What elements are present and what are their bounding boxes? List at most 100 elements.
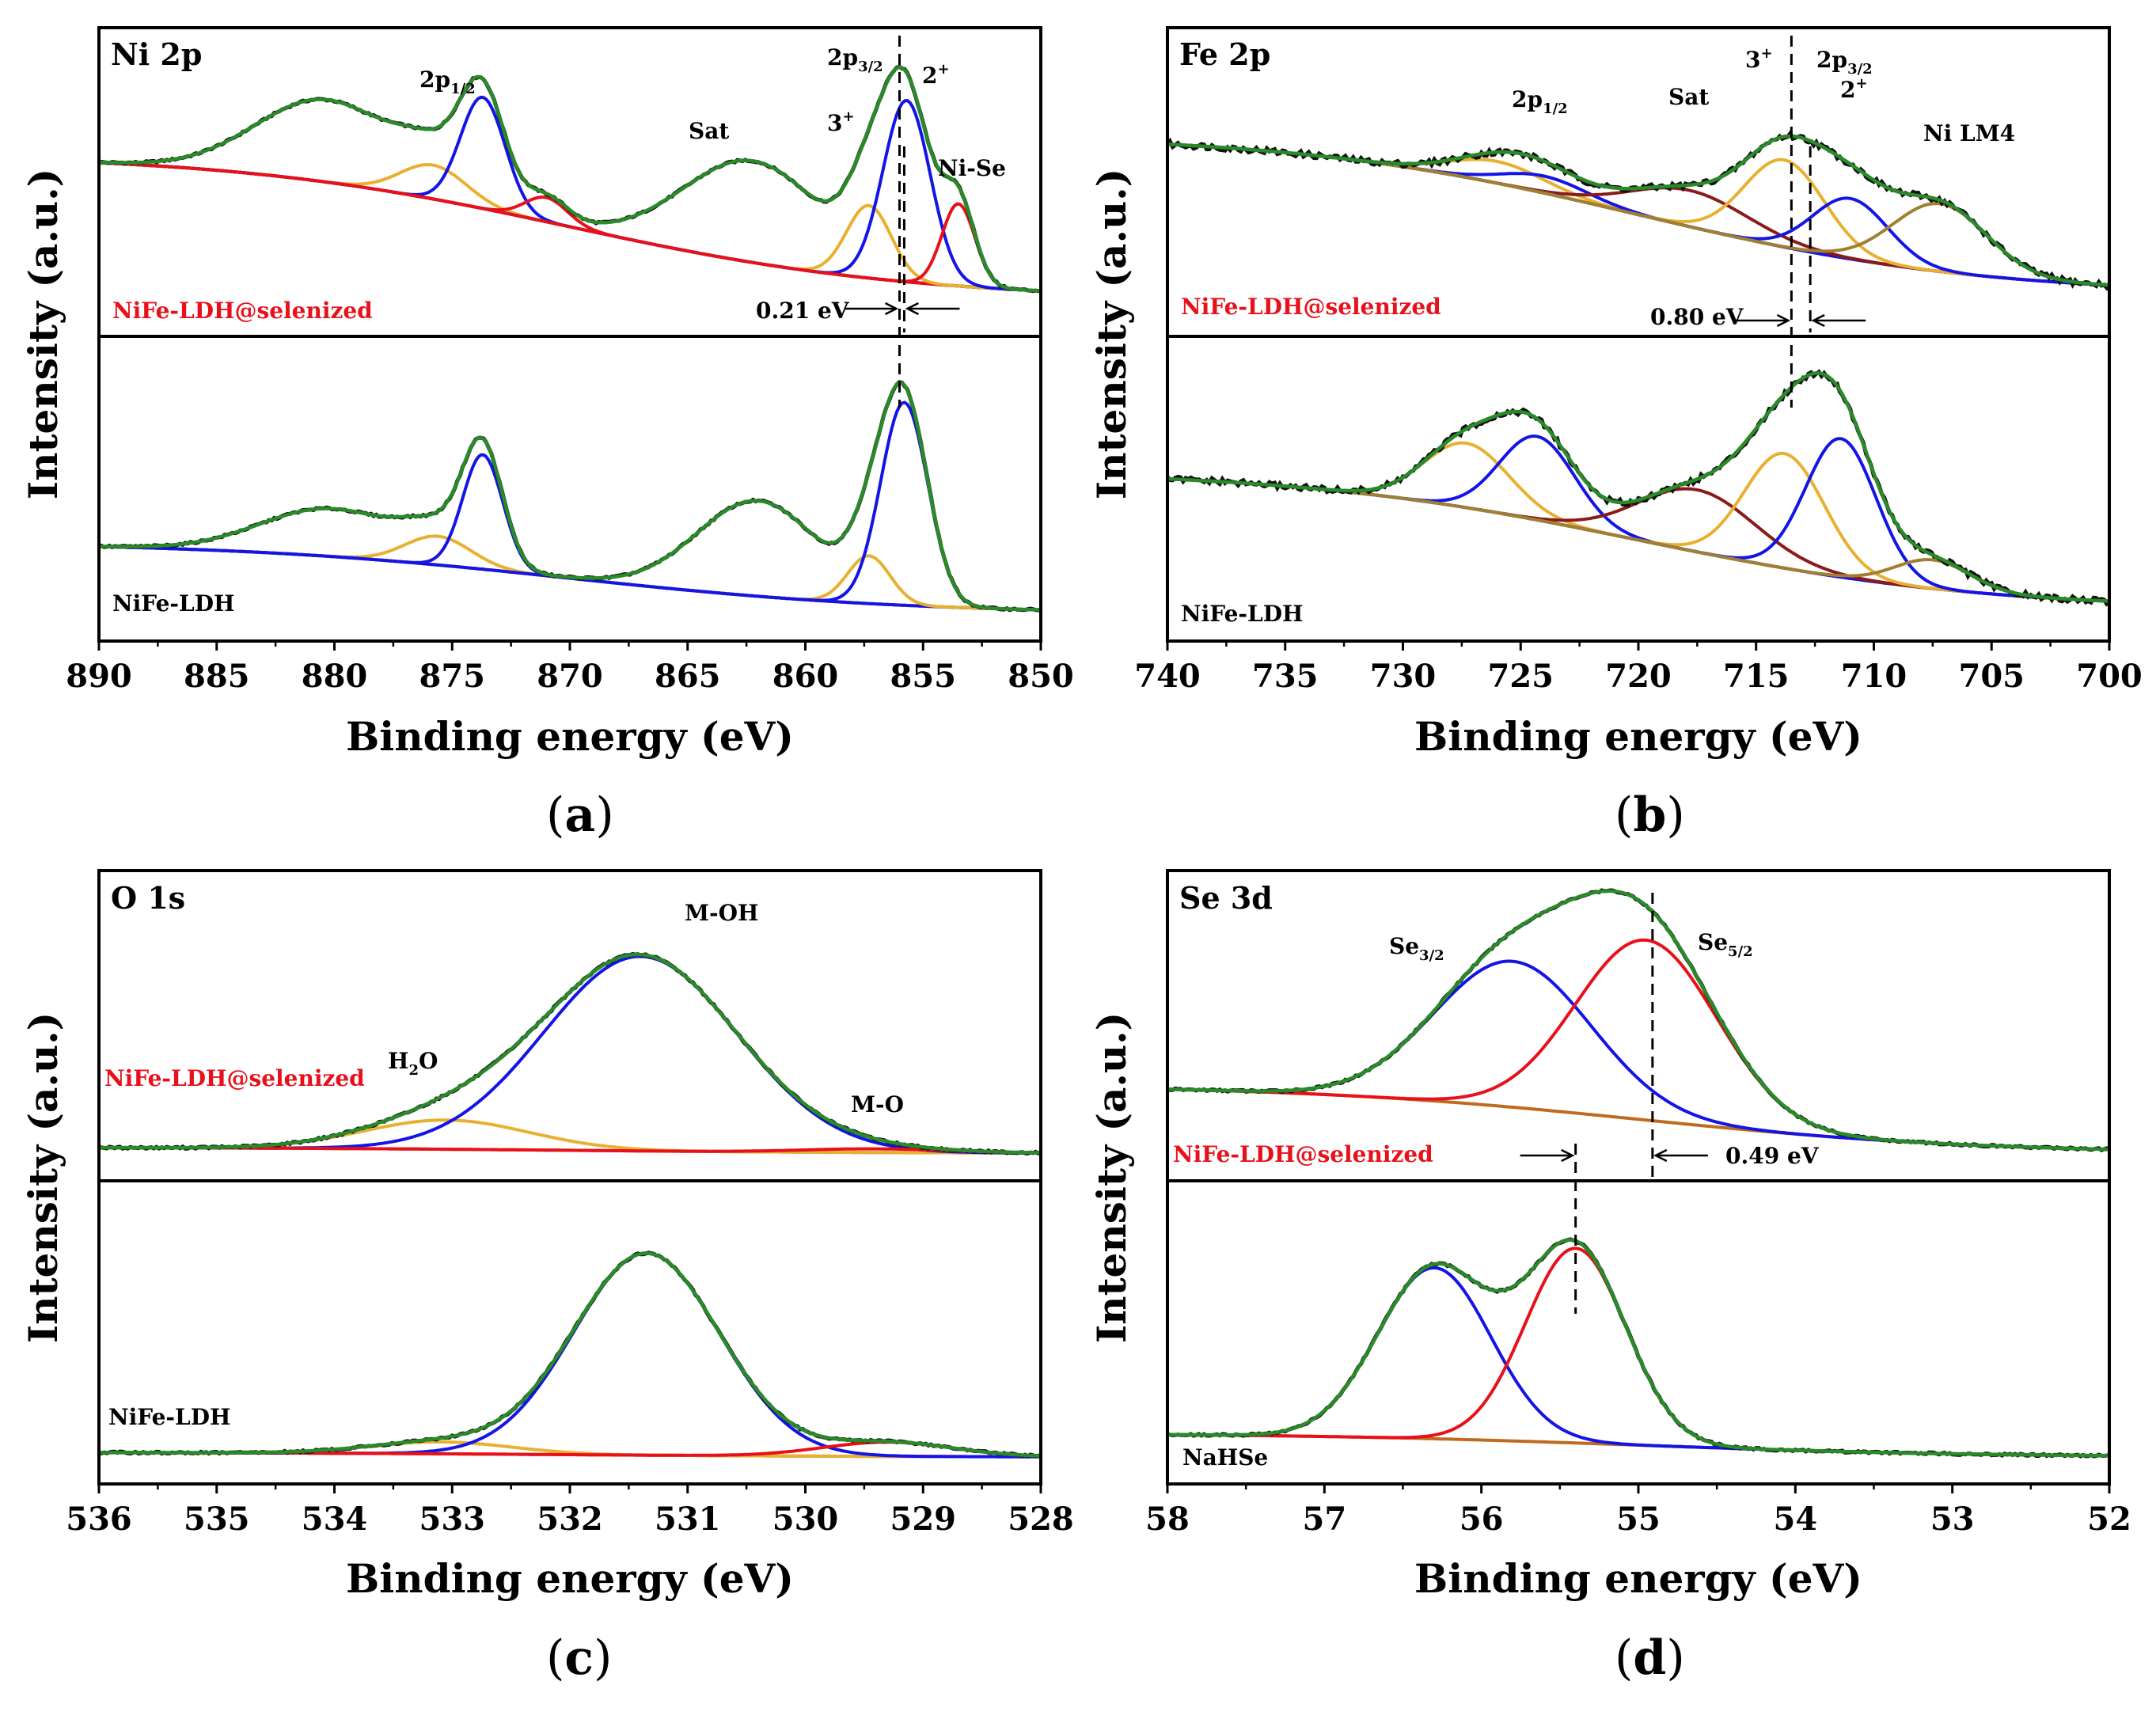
caption-d-letter: d xyxy=(1633,1630,1666,1686)
x-tick-label: 865 xyxy=(655,658,721,695)
caption-b-letter: b xyxy=(1633,787,1666,843)
label-o-mo: M-O xyxy=(851,1091,904,1118)
label-ni-2p12: 2p1/2 xyxy=(419,66,476,97)
shift-arrow-left xyxy=(1520,1148,1575,1163)
plot-b-curves xyxy=(1165,130,2112,607)
label-ni-sat: Sat xyxy=(689,118,729,144)
x-tick-label: 58 xyxy=(1145,1501,1190,1538)
label-ni-2plus: 2+ xyxy=(922,61,950,89)
shift-arrow-right xyxy=(905,302,960,316)
x-tick-label: 850 xyxy=(1008,658,1074,695)
x-tick-label: 880 xyxy=(302,658,368,695)
panel-d-shift-label: 0.49 eV xyxy=(1725,1143,1820,1169)
label-ni-se: Ni-Se xyxy=(938,155,1006,181)
x-tick-label: 860 xyxy=(772,658,839,695)
panel-b-title: Fe 2p xyxy=(1179,36,1270,72)
panel-d-top-sample: NiFe-LDH@selenized xyxy=(1173,1141,1433,1167)
panel-c-top-sample: NiFe-LDH@selenized xyxy=(104,1065,365,1091)
x-tick-label: 531 xyxy=(655,1501,721,1538)
x-tick-label: 52 xyxy=(2087,1501,2131,1538)
x-tick-label: 55 xyxy=(1616,1501,1661,1538)
panel-d-bottom-peak-0 xyxy=(1167,1266,2109,1458)
x-tick-label: 57 xyxy=(1302,1501,1346,1538)
panel-b-fe2p: Fe 2p 2p1/2 Sat 3+ 2p3/2 2+ Ni LM4 NiFe-… xyxy=(1088,26,2143,843)
label-fe-2plus: 2+ xyxy=(1840,75,1868,103)
panel-c-top-raw-data xyxy=(97,952,1042,1156)
panel-a-top-fit xyxy=(98,65,1042,293)
x-tick-label: 725 xyxy=(1488,658,1554,695)
x-tick-label: 56 xyxy=(1459,1501,1504,1538)
label-fe-3plus: 3+ xyxy=(1745,45,1773,73)
caption-a-letter: a xyxy=(564,787,595,843)
panel-d-se3d: Se 3d Se3/2 Se5/2 NiFe-LDH@selenized NaH… xyxy=(1088,869,2131,1686)
x-tick-label: 705 xyxy=(1959,658,2025,695)
panel-a-title: Ni 2p xyxy=(111,36,202,72)
x-tick-label: 720 xyxy=(1605,658,1672,695)
panel-d-top-fit xyxy=(1167,889,2109,1152)
panel-c-o1s: O 1s M-OH H2O M-O NiFe-LDH@selenized NiF… xyxy=(20,869,1074,1686)
panel-b-top-sample: NiFe-LDH@selenized xyxy=(1181,294,1441,320)
label-fe-2p32: 2p3/2 xyxy=(1816,47,1873,78)
panel-b-x-axis: 740 735 730 725 720 715 710 705 700 xyxy=(1134,641,2143,695)
panel-c-bottom-sample: NiFe-LDH xyxy=(108,1404,230,1430)
panel-d-shift-markers xyxy=(1520,893,1708,1314)
x-tick-label: 730 xyxy=(1370,658,1437,695)
label-fe-sat: Sat xyxy=(1668,84,1709,110)
x-tick-label: 875 xyxy=(419,658,486,695)
label-fe-2p12: 2p1/2 xyxy=(1512,86,1568,117)
panel-a-caption: (a) xyxy=(546,787,614,843)
panel-b-shift-label: 0.80 eV xyxy=(1650,304,1744,330)
x-tick-label: 870 xyxy=(537,658,603,695)
panel-a-ylabel: Intensity (a.u.) xyxy=(20,169,66,500)
panel-d-xlabel: Binding energy (eV) xyxy=(1414,1555,1862,1602)
x-tick-label: 740 xyxy=(1134,658,1201,695)
plot-c-curves xyxy=(97,952,1042,1459)
x-tick-label: 735 xyxy=(1252,658,1319,695)
panel-c-bottom-raw-data xyxy=(98,1250,1042,1459)
panel-b-bottom-sample: NiFe-LDH xyxy=(1181,601,1303,627)
plot-d-curves xyxy=(1167,888,2111,1459)
panel-d-bottom-sample: NaHSe xyxy=(1182,1444,1268,1470)
label-fe-nilm4: Ni LM4 xyxy=(1923,120,2015,146)
x-tick-label: 700 xyxy=(2076,658,2143,695)
panel-c-bottom-peak-1 xyxy=(99,1251,1041,1459)
panel-a-top-sample: NiFe-LDH@selenized xyxy=(112,298,373,324)
label-ni-3plus: 3+ xyxy=(827,108,855,136)
shift-arrow-right xyxy=(1653,1148,1708,1163)
panel-b-xlabel: Binding energy (eV) xyxy=(1414,713,1862,760)
x-tick-label: 533 xyxy=(419,1501,486,1538)
panel-d-ylabel: Intensity (a.u.) xyxy=(1088,1012,1135,1344)
panel-b-top-fit xyxy=(1167,134,2110,287)
panel-d-x-axis: 58 57 56 55 54 53 52 xyxy=(1145,1484,2131,1538)
panel-d-top-raw-data xyxy=(1167,888,2111,1152)
panel-c-frame xyxy=(97,869,1042,1486)
panel-b-bottom-fit xyxy=(1167,371,2110,603)
panel-b-caption: (b) xyxy=(1615,787,1685,843)
x-tick-label: 53 xyxy=(1930,1501,1975,1538)
x-tick-label: 885 xyxy=(184,658,250,695)
label-se-32: Se3/2 xyxy=(1389,933,1444,964)
x-tick-label: 715 xyxy=(1723,658,1790,695)
panel-d-bottom-fit xyxy=(1167,1238,2109,1458)
panel-c-top-peak-2 xyxy=(98,1146,1041,1155)
shift-arrow-right xyxy=(1811,313,1866,328)
panel-a-bottom-sample: NiFe-LDH xyxy=(112,590,234,617)
label-o-moh: M-OH xyxy=(685,900,758,926)
panel-a-bottom-fit xyxy=(99,381,1041,612)
panel-c-caption: (c) xyxy=(546,1630,612,1686)
panel-b-top-raw-data xyxy=(1165,130,2112,291)
shift-arrow-left xyxy=(1736,313,1791,328)
panel-c-bottom-fit xyxy=(99,1251,1042,1458)
x-tick-label: 528 xyxy=(1008,1501,1074,1538)
panel-d-top-background xyxy=(1167,1087,2109,1152)
panel-b-shift-markers xyxy=(1736,36,1866,408)
panel-c-xlabel: Binding energy (eV) xyxy=(346,1555,794,1602)
panel-c-top-fit xyxy=(98,952,1042,1155)
panel-a-x-axis: 890 885 880 875 870 865 860 855 850 xyxy=(66,641,1074,695)
panel-d-top-peak-0 xyxy=(1167,959,2109,1152)
plot-a-curves xyxy=(98,64,1042,613)
panel-a-xlabel: Binding energy (eV) xyxy=(346,713,794,760)
x-tick-label: 890 xyxy=(66,658,132,695)
panel-b-ylabel: Intensity (a.u.) xyxy=(1088,169,1135,500)
x-tick-label: 710 xyxy=(1841,658,1907,695)
